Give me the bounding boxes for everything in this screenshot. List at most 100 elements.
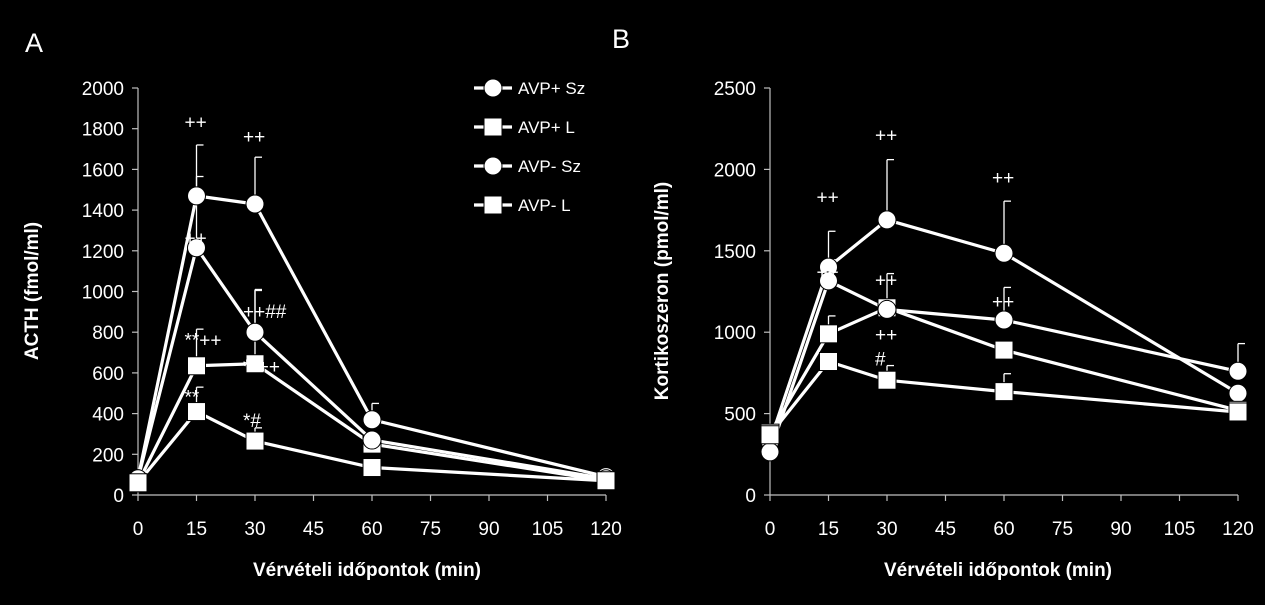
panel-a-annotation: *# — [243, 411, 261, 432]
panel-a-x-tick-label: 75 — [420, 519, 441, 540]
panel-a-x-tick-label: 60 — [361, 519, 382, 540]
panel-a-series-4-point — [187, 402, 206, 422]
panel-b-annotation: ++ — [817, 262, 839, 283]
panel-b-series-4-point — [819, 352, 838, 372]
panel-a-x-tick-label: 90 — [478, 519, 499, 540]
panel-a-series-4-point — [245, 431, 265, 451]
panel-b-series-1-point — [877, 210, 897, 230]
panel-b-y-tick-label: 1500 — [714, 242, 756, 263]
panel-b-annotation: ++ — [992, 168, 1014, 189]
panel-a: A Vérvételi időpontok (min) ACTH (fmol/m… — [22, 28, 622, 581]
panel-a-series-3-point — [187, 238, 206, 258]
panel-a-annotation: ** — [185, 387, 200, 408]
legend-item: AVP+ L — [474, 117, 575, 137]
panel-a-annotation: ++ — [185, 229, 207, 250]
panel-b-series-4-point — [877, 370, 897, 390]
panel-b-label: B — [612, 24, 630, 54]
legend-item: AVP- L — [474, 195, 571, 215]
panel-b-y-tick-label: 500 — [724, 405, 756, 426]
panel-a-y-tick-label: 1600 — [82, 160, 124, 181]
panel-a-x-tick-label: 15 — [186, 519, 207, 540]
panel-b-series-4-point — [1228, 402, 1248, 422]
panel-b-y-tick-label: 2000 — [714, 160, 756, 181]
panel-b-x-axis-title: Vérvételi időpontok (min) — [884, 560, 1112, 581]
legend-label: AVP- Sz — [518, 157, 581, 176]
panel-b-series-3-point — [994, 310, 1014, 330]
panel-a-y-tick-label: 400 — [92, 405, 124, 426]
legend: AVP+ Sz AVP+ L AVP- Sz AVP- L — [474, 78, 585, 215]
panel-b-series-1-point — [994, 243, 1014, 263]
panel-a-y-tick-label: 2000 — [82, 79, 124, 100]
panel-b-annotation: # — [875, 350, 886, 371]
panel-b-x-tick-label: 120 — [1222, 519, 1254, 540]
panel-a-annotation: **++ — [243, 357, 280, 378]
panel-b-y-tick-label: 1000 — [714, 323, 756, 344]
panel-b: B Vérvételi időpontok (min) Kortikoszero… — [612, 24, 1254, 581]
panel-b-series-1-point — [1228, 383, 1248, 403]
panel-a-annotation: ++ — [185, 113, 207, 134]
panel-b-x-tick-label: 60 — [993, 519, 1014, 540]
panel-b-series-4-point — [994, 382, 1014, 402]
panel-a-y-axis-title: ACTH (fmol/ml) — [22, 222, 43, 360]
panel-a-series-1-point — [245, 194, 265, 214]
panel-a-series-1-point — [187, 186, 206, 206]
panel-a-y-tick-label: 1400 — [82, 201, 124, 222]
panel-b-annotation: ++ — [875, 126, 897, 147]
panel-b-x-tick-label: 15 — [818, 519, 839, 540]
panel-a-series-1-point — [362, 410, 382, 430]
panel-a-y-tick-label: 600 — [92, 364, 124, 385]
legend-label: AVP- L — [518, 196, 571, 215]
panel-b-annotation: ++ — [992, 292, 1014, 313]
panel-a-x-axis-title: Vérvételi időpontok (min) — [253, 560, 481, 581]
panel-b-annotation: ++ — [817, 188, 839, 209]
panel-b-y-tick-label: 2500 — [714, 79, 756, 100]
panel-b-series-3-point — [819, 271, 838, 291]
legend-marker — [483, 78, 503, 98]
panel-b-series-3-point — [760, 442, 780, 462]
legend-item: AVP+ Sz — [474, 78, 585, 98]
panel-b-annotation: ++ — [875, 271, 897, 292]
panel-a-series-4-point — [596, 471, 616, 491]
panel-b-annotation: ++ — [875, 325, 897, 346]
panel-a-x-tick-label: 30 — [244, 519, 265, 540]
legend-marker — [483, 117, 503, 137]
panel-b-series-3-point — [877, 299, 897, 319]
legend-item: AVP- Sz — [474, 156, 581, 176]
panel-a-annotation: **++ — [185, 330, 222, 351]
panel-a-series-3-point — [245, 322, 265, 342]
panel-b-x-tick-label: 90 — [1110, 519, 1131, 540]
panel-b-y-tick-label: 0 — [745, 486, 756, 507]
panel-a-series-4-point — [128, 473, 148, 493]
panel-a-series-2-point — [187, 356, 206, 376]
legend-marker — [483, 156, 503, 176]
panel-b-series-4-point — [760, 425, 780, 445]
panel-a-y-tick-label: 200 — [92, 445, 124, 466]
legend-label: AVP+ Sz — [518, 79, 585, 98]
panel-a-annotation: ++ — [243, 127, 265, 148]
legend-label: AVP+ L — [518, 118, 575, 137]
panel-b-y-axis-title: Kortikoszeron (pmol/ml) — [652, 182, 673, 401]
panel-a-y-tick-label: 1000 — [82, 283, 124, 304]
panel-a-y-tick-label: 1800 — [82, 120, 124, 141]
panel-a-x-tick-label: 45 — [303, 519, 324, 540]
panel-a-series-3-point — [362, 430, 382, 450]
panel-b-series-2-point — [994, 340, 1014, 360]
panel-b-x-tick-label: 45 — [935, 519, 956, 540]
panel-a-y-tick-label: 0 — [113, 486, 124, 507]
panel-a-y-tick-label: 800 — [92, 323, 124, 344]
panel-b-x-tick-label: 105 — [1164, 519, 1196, 540]
panel-a-x-tick-label: 0 — [133, 519, 144, 540]
panel-b-x-tick-label: 0 — [765, 519, 776, 540]
panel-b-x-tick-label: 75 — [1052, 519, 1073, 540]
panel-a-annotation: ++## — [243, 302, 287, 323]
panel-a-series-2-point — [245, 354, 265, 374]
panel-b-series-3-point — [1228, 361, 1248, 381]
panel-a-x-tick-label: 105 — [532, 519, 564, 540]
panel-a-label: A — [25, 28, 43, 58]
panel-a-x-tick-label: 120 — [590, 519, 622, 540]
legend-marker — [483, 195, 503, 215]
panel-b-series-2-point — [819, 324, 838, 344]
panel-a-y-tick-label: 1200 — [82, 242, 124, 263]
panel-b-x-tick-label: 30 — [876, 519, 897, 540]
